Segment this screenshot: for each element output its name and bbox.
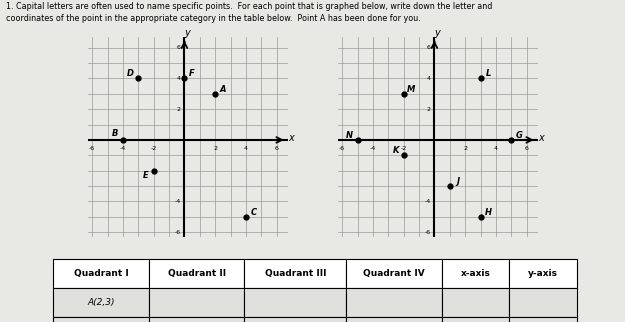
Text: y-axis: y-axis	[528, 269, 558, 278]
Text: D: D	[127, 69, 134, 78]
Text: F: F	[189, 69, 195, 78]
Text: 4: 4	[177, 76, 181, 81]
Text: B: B	[112, 129, 118, 138]
Text: H: H	[485, 208, 492, 217]
Text: C: C	[251, 208, 257, 217]
Text: N: N	[346, 131, 353, 140]
Text: Quadrant II: Quadrant II	[168, 269, 226, 278]
Text: y: y	[434, 28, 439, 38]
Text: -4: -4	[370, 146, 376, 151]
Text: 1. Capital letters are often used to name specific points.  For each point that : 1. Capital letters are often used to nam…	[6, 2, 492, 11]
Text: J: J	[456, 177, 459, 186]
Text: 2: 2	[177, 107, 181, 112]
Text: E: E	[143, 171, 149, 180]
Text: 6: 6	[427, 45, 431, 50]
Text: 6: 6	[275, 146, 279, 151]
Text: x-axis: x-axis	[461, 269, 491, 278]
Text: A(2,3): A(2,3)	[88, 298, 115, 307]
Text: x: x	[538, 133, 544, 143]
Text: K: K	[392, 146, 399, 155]
Text: 4: 4	[244, 146, 248, 151]
Text: 4: 4	[494, 146, 498, 151]
Text: -2: -2	[151, 146, 157, 151]
Text: 4: 4	[427, 76, 431, 81]
Text: -6: -6	[89, 146, 95, 151]
Text: coordinates of the point in the appropriate category in the table below.  Point : coordinates of the point in the appropri…	[6, 14, 421, 24]
Text: 2: 2	[463, 146, 468, 151]
Text: M: M	[407, 85, 416, 94]
Text: 6: 6	[177, 45, 181, 50]
Text: 2: 2	[427, 107, 431, 112]
Text: Quadrant III: Quadrant III	[264, 269, 326, 278]
Text: -6: -6	[424, 230, 431, 235]
Text: 2: 2	[213, 146, 218, 151]
Text: -2: -2	[401, 146, 407, 151]
Text: y: y	[184, 28, 189, 38]
Text: 6: 6	[525, 146, 529, 151]
Text: -4: -4	[174, 199, 181, 204]
Text: A: A	[219, 85, 226, 94]
Text: -6: -6	[339, 146, 345, 151]
Text: -6: -6	[174, 230, 181, 235]
Text: x: x	[288, 133, 294, 143]
Text: Quadrant I: Quadrant I	[74, 269, 128, 278]
Text: L: L	[486, 69, 491, 78]
Text: Quadrant IV: Quadrant IV	[363, 269, 425, 278]
Text: -4: -4	[424, 199, 431, 204]
Text: G: G	[516, 131, 522, 140]
Text: -4: -4	[120, 146, 126, 151]
